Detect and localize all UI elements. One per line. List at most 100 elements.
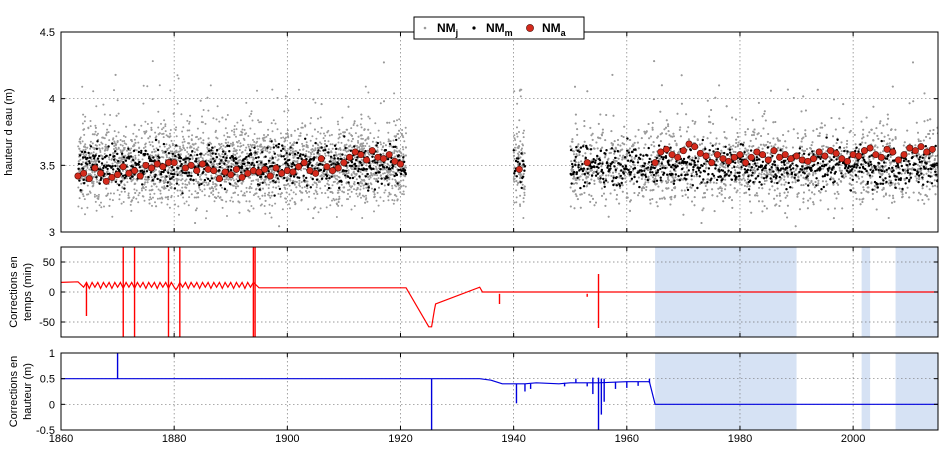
daily-point: [395, 181, 397, 183]
daily-point: [259, 181, 262, 184]
daily-point: [329, 143, 332, 146]
daily-point: [271, 130, 274, 133]
daily-point: [138, 128, 140, 131]
daily-point: [79, 142, 82, 145]
daily-point: [357, 140, 359, 142]
daily-point: [292, 191, 295, 194]
daily-point: [293, 141, 296, 144]
daily-point: [338, 171, 341, 174]
daily-point: [107, 192, 110, 195]
daily-point: [188, 196, 191, 199]
daily-point: [375, 199, 378, 202]
daily-point: [155, 155, 158, 158]
daily-point: [118, 198, 121, 201]
daily-point: [83, 198, 86, 201]
daily-point: [339, 188, 341, 191]
daily-point: [95, 134, 98, 137]
daily-point: [397, 184, 400, 187]
daily-point: [137, 194, 140, 197]
daily-point: [177, 150, 180, 153]
daily-point: [153, 192, 156, 195]
daily-point: [304, 124, 307, 127]
daily-point: [250, 183, 253, 185]
daily-point: [100, 206, 103, 209]
daily-point: [249, 127, 252, 130]
daily-point: [289, 199, 292, 202]
daily-point: [238, 159, 241, 162]
daily-point: [521, 183, 524, 186]
daily-point: [184, 183, 187, 186]
daily-point: [114, 146, 117, 149]
daily-point: [250, 156, 253, 159]
daily-point: [196, 127, 199, 130]
daily-point: [164, 125, 167, 128]
daily-point: [327, 129, 330, 132]
daily-point: [359, 123, 362, 126]
daily-point: [177, 178, 180, 181]
daily-point: [252, 139, 254, 141]
daily-point: [324, 184, 327, 187]
daily-point: [312, 217, 315, 220]
daily-point: [164, 178, 167, 181]
daily-point: [210, 142, 213, 145]
daily-point: [393, 92, 396, 95]
daily-point: [233, 125, 236, 127]
daily-point: [347, 189, 349, 192]
daily-point: [367, 115, 370, 118]
daily-point: [151, 145, 154, 148]
daily-point: [275, 146, 278, 149]
daily-point: [286, 133, 289, 135]
daily-point: [170, 194, 173, 197]
daily-point: [356, 186, 359, 189]
daily-point: [166, 203, 169, 206]
daily-point: [383, 184, 386, 187]
daily-point: [215, 136, 218, 139]
daily-point: [181, 174, 184, 177]
daily-point: [260, 145, 263, 148]
daily-point: [300, 156, 303, 159]
daily-point: [105, 146, 108, 149]
daily-point: [98, 143, 101, 146]
daily-point: [364, 198, 367, 201]
daily-point: [388, 178, 391, 180]
daily-point: [214, 131, 217, 133]
daily-point: [353, 175, 356, 178]
daily-point: [309, 122, 312, 125]
daily-point: [355, 192, 358, 195]
daily-point: [232, 150, 235, 153]
daily-point: [158, 181, 161, 184]
daily-point: [123, 142, 126, 145]
daily-point: [180, 113, 183, 116]
daily-point: [186, 146, 189, 149]
daily-point: [285, 157, 288, 160]
daily-point: [171, 155, 174, 158]
daily-point: [314, 197, 317, 200]
daily-point: [395, 150, 398, 153]
daily-point: [346, 128, 349, 131]
daily-point: [286, 177, 289, 180]
daily-point: [404, 146, 407, 149]
daily-point: [91, 185, 94, 187]
daily-point: [256, 89, 258, 92]
daily-point: [367, 182, 370, 185]
daily-point: [104, 143, 107, 146]
daily-point: [522, 200, 525, 203]
daily-point: [83, 133, 86, 136]
daily-point: [300, 199, 303, 202]
daily-point: [288, 151, 291, 154]
daily-point: [194, 142, 197, 145]
daily-point: [518, 173, 520, 176]
daily-point: [149, 154, 152, 157]
daily-point: [225, 180, 228, 183]
daily-point: [373, 195, 376, 198]
daily-point: [380, 148, 383, 151]
daily-point: [221, 148, 224, 151]
daily-point: [399, 179, 402, 182]
daily-point: [212, 181, 214, 184]
daily-point: [244, 194, 246, 197]
daily-point: [186, 119, 189, 122]
daily-point: [250, 180, 253, 182]
daily-point: [387, 171, 390, 174]
daily-point: [382, 145, 385, 148]
daily-point: [369, 176, 372, 179]
